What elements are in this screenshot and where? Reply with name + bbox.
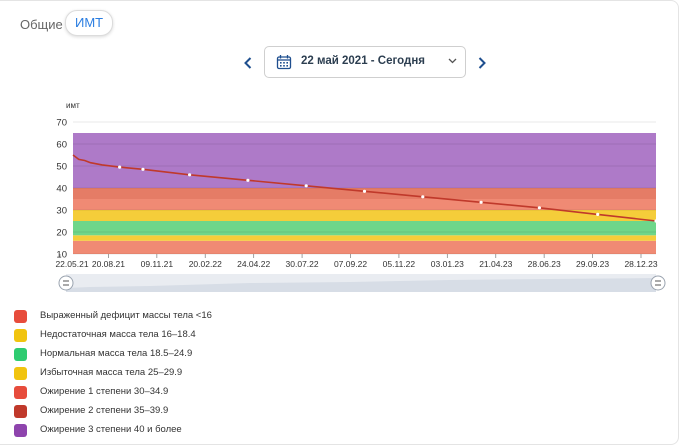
x-tick-label: 03.01.23	[431, 259, 464, 269]
bmi-series-line	[72, 154, 657, 222]
date-range-select[interactable]: 22 май 2021 - Сегодня	[264, 46, 466, 78]
legend-swatch	[14, 348, 27, 361]
y-tick-label: 10	[56, 250, 67, 261]
next-period-button[interactable]	[477, 56, 487, 74]
bmi-band-1	[73, 235, 656, 241]
data-point[interactable]	[479, 200, 483, 204]
x-tick-label: 07.09.22	[334, 259, 367, 269]
range-slider-right-handle[interactable]	[650, 275, 666, 291]
legend-swatch	[14, 310, 27, 323]
legend-label: Ожирение 2 степени 35–39.9	[40, 405, 169, 416]
y-tick-label: 30	[56, 206, 67, 217]
range-slider[interactable]	[58, 274, 666, 292]
date-range-label: 22 май 2021 - Сегодня	[301, 55, 425, 67]
data-point[interactable]	[246, 178, 250, 182]
x-tick-label: 09.11.21	[141, 259, 174, 269]
x-tick-label: 24.04.22	[237, 259, 270, 269]
y-tick-label: 60	[56, 140, 67, 151]
x-tick-label: 05.11.22	[383, 259, 416, 269]
prev-period-button[interactable]	[243, 56, 253, 74]
tab-general[interactable]: Общие	[20, 17, 63, 32]
data-point[interactable]	[654, 219, 658, 223]
data-point[interactable]	[421, 195, 425, 199]
data-point[interactable]	[118, 165, 122, 169]
x-tick-label: 20.02.22	[189, 259, 222, 269]
x-tick-label: 29.09.23	[576, 259, 609, 269]
tab-bmi[interactable]: ИМТ	[65, 10, 114, 36]
y-tick-label: 20	[56, 228, 67, 239]
bmi-band-6	[73, 133, 656, 188]
range-slider-preview	[66, 278, 656, 292]
bmi-band-2	[73, 221, 656, 236]
bmi-band-4	[73, 199, 656, 210]
y-tick-label: 50	[56, 162, 67, 173]
y-tick-label: 70	[56, 118, 67, 129]
data-point[interactable]	[304, 184, 308, 188]
y-tick-label: 40	[56, 184, 67, 195]
chevron-left-icon	[244, 57, 252, 69]
data-point[interactable]	[537, 206, 542, 210]
range-slider-left-handle[interactable]	[58, 275, 74, 291]
data-point[interactable]	[596, 212, 600, 216]
bmi-band-5	[73, 188, 656, 199]
legend-label: Ожирение 3 степени 40 и более	[40, 424, 182, 435]
legend-swatch	[14, 424, 27, 437]
legend-label: Ожирение 1 степени 30–34.9	[40, 386, 169, 397]
legend-label: Избыточная масса тела 25–29.9	[40, 367, 183, 378]
bmi-band-3	[73, 210, 656, 221]
legend-label: Недостаточная масса тела 16–18.4	[40, 329, 196, 340]
data-point[interactable]	[362, 189, 367, 193]
bmi-band-0	[73, 240, 656, 254]
x-tick-label: 20.08.21	[92, 259, 125, 269]
x-tick-label: 21.04.23	[479, 259, 512, 269]
chevron-right-icon	[478, 57, 486, 69]
data-point[interactable]	[188, 173, 192, 177]
legend-label: Выраженный дефицит массы тела <16	[40, 310, 212, 321]
legend-swatch	[14, 367, 27, 380]
x-tick-label: 30.07.22	[286, 259, 319, 269]
legend-swatch	[14, 329, 27, 342]
x-tick-label: 28.12.23	[624, 259, 657, 269]
legend-label: Нормальная масса тела 18.5–24.9	[40, 348, 193, 359]
y-axis-label: имт	[66, 101, 80, 110]
bmi-chart: 10 20 30 40 50 60 70 имт 22.05.21 20.08.21 09.11…	[55, 101, 666, 292]
legend-swatch	[14, 405, 27, 418]
chevron-down-icon	[448, 58, 457, 64]
calendar-icon	[276, 55, 292, 70]
data-point[interactable]	[141, 167, 145, 171]
x-tick-label: 22.05.21	[55, 259, 88, 269]
x-tick-label: 28.06.23	[528, 259, 561, 269]
legend-swatch	[14, 386, 27, 399]
